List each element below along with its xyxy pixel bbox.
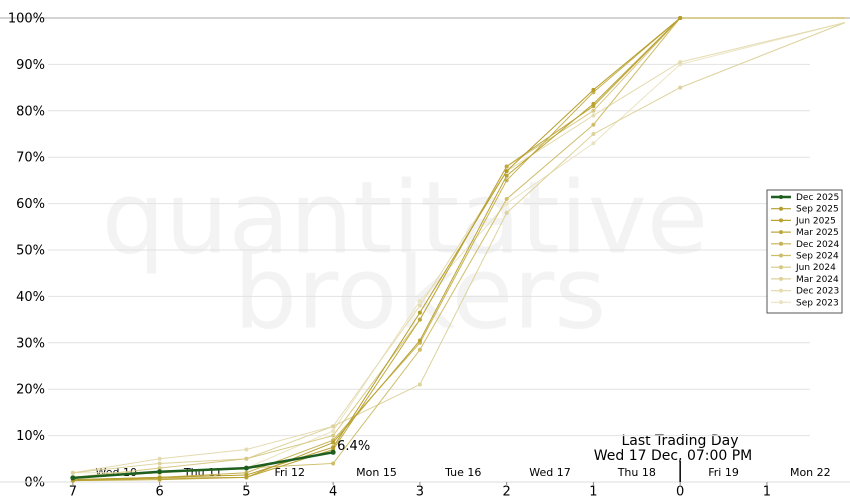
series-point <box>417 347 422 352</box>
series-point <box>417 382 422 387</box>
series-point <box>591 132 596 136</box>
series-point <box>678 16 683 20</box>
annotation: Wed 17 Dec, 07:00 PM <box>594 448 753 464</box>
series-point <box>331 445 336 450</box>
series-point <box>678 60 683 65</box>
date-tick-label: Thu 18 <box>617 466 656 479</box>
x-tick-label: 2 <box>503 485 511 500</box>
legend-swatch-marker <box>779 276 783 281</box>
series-point <box>591 141 596 146</box>
x-tick-label: 7 <box>69 485 77 500</box>
legend-swatch-marker <box>779 253 783 258</box>
x-tick-label: 0 <box>676 485 684 500</box>
series-point <box>591 122 596 127</box>
series-point <box>243 465 249 471</box>
legend-swatch-marker <box>779 195 783 199</box>
series-point <box>504 169 509 174</box>
legend-label: Sep 2025 <box>796 205 839 215</box>
watermark: brokers <box>234 234 607 351</box>
series-point <box>70 470 75 475</box>
series-point <box>591 108 596 113</box>
series-point <box>678 85 683 90</box>
series-line <box>72 451 334 480</box>
legend-box <box>766 189 843 314</box>
legend-label: Jun 2025 <box>795 216 836 226</box>
series-point <box>157 469 163 475</box>
legend-label: Jun 2024 <box>795 263 836 273</box>
x-tick-label: 1 <box>589 485 597 500</box>
date-tick-label: Mon 15 <box>356 466 397 479</box>
legend-swatch-marker <box>779 288 783 293</box>
series-point <box>331 433 336 438</box>
date-tick-label: Fri 19 <box>708 466 739 479</box>
legend-swatch-marker <box>779 206 783 211</box>
series-point <box>504 178 509 183</box>
legend-swatch-marker <box>779 230 783 235</box>
series-point <box>417 317 422 322</box>
legend-label: Dec 2023 <box>796 287 839 297</box>
date-tick-label: Tue 16 <box>444 466 481 479</box>
legend-label: Mar 2024 <box>796 275 839 285</box>
y-tick-label: 30% <box>16 336 45 351</box>
series-point <box>244 473 249 478</box>
legend-swatch-marker <box>779 218 783 223</box>
y-tick-label: 90% <box>16 58 45 73</box>
series-point <box>417 338 422 343</box>
y-tick-label: 0% <box>24 476 45 491</box>
series-point <box>244 456 249 461</box>
series-point <box>504 164 509 169</box>
legend-label: Dec 2025 <box>796 193 839 203</box>
date-tick-label: Wed 17 <box>529 466 570 479</box>
legend-label: Mar 2025 <box>796 228 839 238</box>
legend-label: Sep 2023 <box>796 298 839 308</box>
series-point <box>504 201 509 206</box>
y-tick-label: 100% <box>8 12 45 27</box>
date-tick-label: Mon 22 <box>790 466 831 479</box>
series-point <box>331 424 336 429</box>
series-point <box>504 210 509 215</box>
series-point <box>244 447 249 452</box>
series-point <box>591 87 596 92</box>
y-tick-label: 10% <box>16 429 45 444</box>
x-tick-label: 3 <box>416 485 424 500</box>
series-point <box>417 310 422 315</box>
y-tick-label: 50% <box>16 244 45 259</box>
legend-swatch-marker <box>779 265 783 270</box>
series-point <box>417 299 422 304</box>
value-label: 6.4% <box>337 439 370 454</box>
y-tick-label: 20% <box>16 383 45 398</box>
series-point <box>591 101 596 106</box>
y-tick-label: 80% <box>16 104 45 119</box>
x-tick-label: 4 <box>329 485 337 500</box>
legend-swatch-marker <box>779 241 783 246</box>
legend-label: Dec 2024 <box>796 240 839 250</box>
y-tick-label: 60% <box>16 197 45 212</box>
x-tick-label: 5 <box>242 485 250 500</box>
series-point <box>331 461 336 466</box>
series-point <box>331 440 336 445</box>
series-point <box>504 196 509 201</box>
watermark: quantitative <box>102 159 709 276</box>
series-point <box>591 113 596 118</box>
series-point <box>331 428 336 433</box>
x-tick-label: 1 <box>763 485 771 500</box>
y-tick-label: 70% <box>16 151 45 166</box>
series-point <box>157 461 162 466</box>
date-tick-label: Fri 12 <box>274 466 305 479</box>
y-tick-label: 40% <box>16 290 45 305</box>
x-tick-label: 6 <box>155 485 163 500</box>
series-point <box>157 466 162 471</box>
series-point <box>157 456 162 461</box>
series-point <box>504 173 509 178</box>
grid <box>0 17 850 483</box>
series-point <box>417 303 422 308</box>
legend-label: Sep 2024 <box>796 252 839 262</box>
series-point <box>330 449 336 455</box>
series-point <box>70 475 76 481</box>
series-point <box>157 475 162 480</box>
annotation: Last Trading Day <box>621 433 738 449</box>
legend-swatch-marker <box>779 300 783 305</box>
